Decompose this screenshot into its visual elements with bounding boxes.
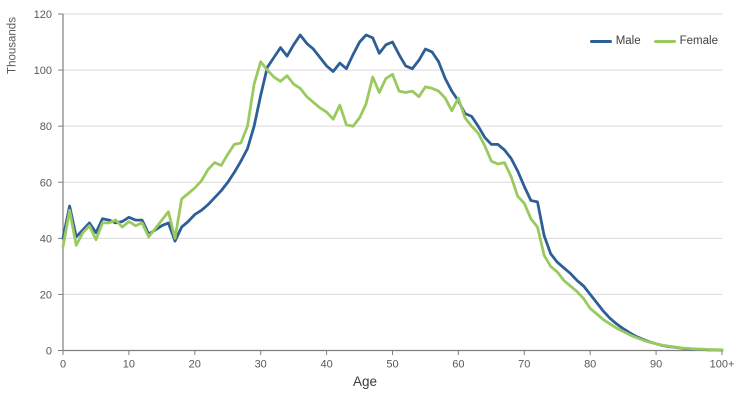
x-axis-title: Age (352, 374, 378, 389)
legend-label-male: Male (615, 35, 641, 47)
female-line-swatch (653, 39, 676, 43)
x-tick-label: 50 (386, 359, 398, 371)
legend-label-female: Female (679, 35, 718, 47)
y-tick-label: 40 (40, 233, 52, 245)
x-tick-label: 100+ (710, 359, 735, 371)
y-tick-label: 120 (34, 9, 52, 21)
y-tick-label: 0 (46, 346, 52, 358)
x-tick-label: 10 (123, 359, 135, 371)
y-tick-label: 80 (40, 121, 52, 133)
legend-item-male: Male (589, 35, 641, 47)
x-tick-label: 90 (650, 359, 662, 371)
chart-legend: Male Female (589, 35, 718, 47)
x-tick-label: 20 (189, 359, 201, 371)
y-tick-label: 20 (40, 289, 52, 301)
legend-item-female: Female (653, 35, 718, 47)
y-tick-label: 100 (34, 65, 52, 77)
female-line (61, 60, 724, 352)
x-tick-label: 80 (584, 359, 596, 371)
x-tick-label: 40 (320, 359, 332, 371)
x-tick-label: 60 (452, 359, 464, 371)
male-line-swatch (589, 39, 612, 43)
x-tick-label: 30 (255, 359, 267, 371)
y-tick-label: 60 (40, 177, 52, 189)
x-tick-label: 0 (60, 359, 66, 371)
male-line (61, 33, 724, 352)
y-axis-title: Thousands (6, 17, 19, 74)
x-tick-label: 70 (518, 359, 530, 371)
